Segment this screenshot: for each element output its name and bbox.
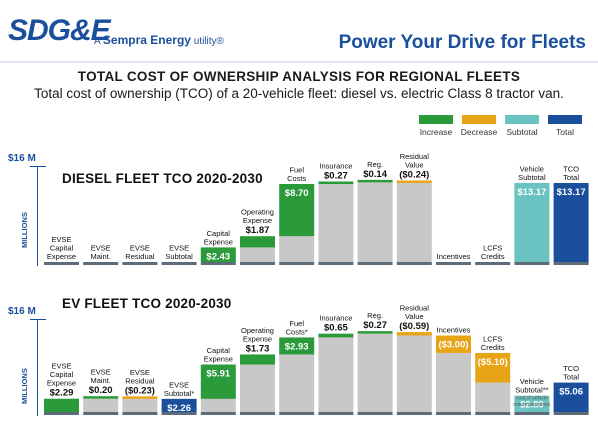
sempra-suffix: utility® [193, 36, 224, 47]
diesel-ymax-tick [30, 166, 46, 167]
diesel-value-label: $2.43 [206, 251, 230, 262]
ev-ymax-label: $16 M [8, 306, 36, 317]
diesel-category-label: Capital [207, 229, 231, 238]
diesel-category-label: Value [405, 160, 424, 169]
diesel-category-label: Maint. [90, 252, 110, 261]
diesel-value-label: $13.17 [557, 187, 586, 198]
diesel-baseline-segment [44, 262, 79, 265]
legend-swatch [548, 115, 582, 124]
page-subtitle: Total cost of ownership (TCO) of a 20-ve… [34, 86, 564, 101]
legend-item-increase: Increase [414, 115, 458, 137]
diesel-bar [240, 236, 275, 248]
diesel-baseline-segment [200, 262, 236, 265]
diesel-baseline-segment [83, 262, 119, 265]
diesel-bar [553, 182, 589, 262]
diesel-base-bar [318, 184, 354, 262]
diesel-base-bar [396, 182, 432, 262]
diesel-category-label: EVSE [91, 244, 111, 253]
diesel-category-label: LCFS [483, 244, 502, 253]
diesel-value-label: ($0.24) [399, 169, 429, 180]
legend-swatch [419, 115, 453, 124]
header-divider [0, 61, 598, 63]
diesel-category-label: Insurance [319, 162, 352, 171]
diesel-base-bar [279, 236, 315, 262]
diesel-baseline-segment [122, 262, 158, 265]
diesel-baseline-segment [514, 262, 550, 265]
diesel-baseline-segment [240, 262, 275, 265]
diesel-category-label: TCO [563, 164, 579, 173]
diesel-category-label: Expense [204, 237, 233, 246]
diesel-value-label: $0.27 [324, 171, 348, 182]
tagline: Power Your Drive for Fleets [338, 32, 586, 53]
sdge-logo: SDG&E [8, 14, 111, 47]
ev-chart-title: EV FLEET TCO 2020-2030 [62, 296, 232, 311]
diesel-baseline-segment [475, 262, 511, 265]
page-title: TOTAL COST OF OWNERSHIP ANALYSIS FOR REG… [77, 69, 521, 84]
legend-label: Subtotal [506, 127, 538, 137]
diesel-category-label: Residual [125, 252, 155, 261]
diesel-value-label: $8.70 [285, 188, 309, 199]
diesel-category-label: EVSE [130, 244, 150, 253]
ev-y-axis-label: MILLIONS [20, 368, 29, 404]
diesel-value-label: $0.14 [363, 169, 387, 180]
diesel-value-label: $1.87 [246, 225, 270, 236]
diesel-category-label: Operating [241, 208, 274, 217]
diesel-category-label: Subtotal [518, 173, 546, 182]
legend-item-decrease: Decrease [457, 115, 501, 137]
ev-y-axis [37, 319, 38, 416]
diesel-category-label: Incentives [437, 252, 471, 261]
diesel-ymax-label: $16 M [8, 153, 36, 164]
diesel-bar [357, 179, 393, 183]
diesel-category-label: Credits [481, 252, 505, 261]
diesel-bar [279, 184, 315, 237]
legend-swatch [462, 115, 496, 124]
diesel-category-label: Expense [47, 252, 76, 261]
legend-item-subtotal: Subtotal [500, 115, 544, 137]
diesel-category-label: EVSE [169, 244, 189, 253]
diesel-baseline-segment [553, 262, 589, 265]
sempra-name: Sempra Energy [102, 33, 191, 47]
legend-item-total: Total [543, 115, 587, 137]
diesel-value-label: $13.17 [517, 187, 546, 198]
diesel-baseline-segment [436, 262, 471, 265]
diesel-category-label: Costs [287, 174, 306, 183]
diesel-bar [396, 180, 432, 183]
legend-label: Total [556, 127, 574, 137]
sempra-logo: A Sempra Energy utility® [94, 33, 224, 47]
diesel-baseline-segment [161, 262, 197, 265]
diesel-bar [318, 181, 354, 184]
diesel-category-label: Capital [50, 244, 74, 253]
diesel-base-bar [240, 247, 275, 262]
diesel-category-label: Vehicle [520, 164, 544, 173]
ev-ymax-tick [30, 319, 46, 320]
diesel-baseline-segment [357, 262, 393, 265]
diesel-y-axis [37, 166, 38, 266]
diesel-category-label: Residual [400, 152, 430, 161]
diesel-category-label: Expense [243, 216, 272, 225]
diesel-baseline-segment [396, 262, 432, 265]
sempra-prefix: A [94, 36, 101, 47]
legend-swatch [505, 115, 539, 124]
diesel-bar [200, 247, 236, 262]
legend-label: Decrease [460, 127, 498, 137]
diesel-category-label: Fuel [289, 166, 304, 175]
diesel-bar [514, 182, 550, 262]
diesel-category-label: Total [563, 173, 579, 182]
legend-label: Increase [419, 127, 453, 137]
diesel-chart-title: DIESEL FLEET TCO 2020-2030 [62, 171, 263, 186]
diesel-category-label: Subtotal [165, 252, 193, 261]
diesel-base-bar [357, 182, 393, 262]
diesel-category-label: EVSE [51, 235, 71, 244]
diesel-category-label: Reg. [367, 160, 383, 169]
diesel-baseline-segment [279, 262, 315, 265]
diesel-baseline-segment [318, 262, 354, 265]
